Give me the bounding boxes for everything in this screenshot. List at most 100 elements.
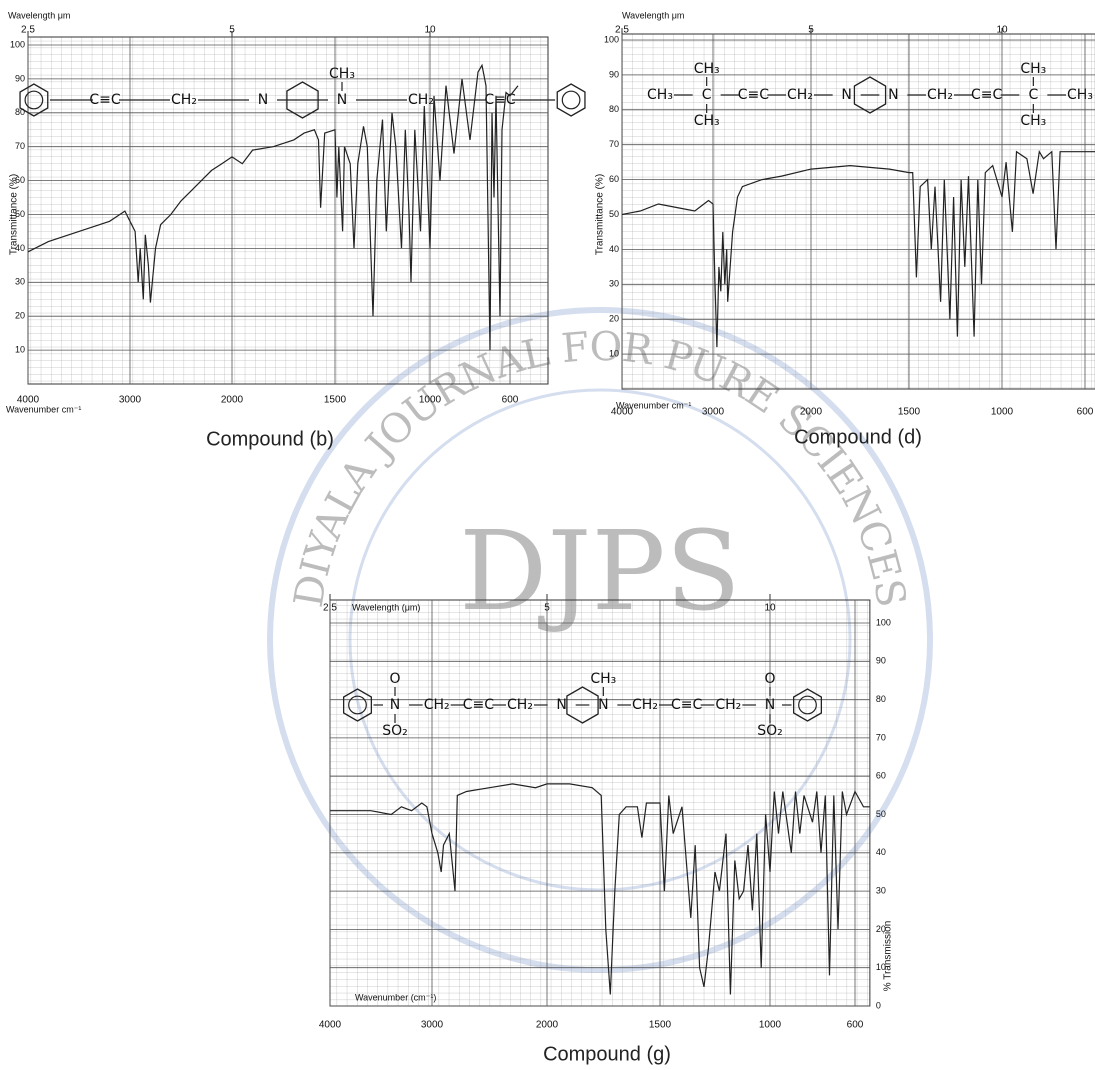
y-axis-title: % Transmission [883,921,894,992]
y-tick-label: 60 [15,175,25,185]
structure-group: C≡C [738,87,770,103]
y-tick-label: 50 [609,209,619,219]
y-tick-label: 70 [15,141,25,151]
x-tick-label: 2000 [536,1020,559,1031]
caption: Compound (d) [794,426,922,448]
structure-group: O [764,671,775,687]
x-tick-label: 2000 [221,395,244,406]
ring-inner [798,695,817,715]
x2-tick-label: 2,5 [615,25,629,36]
y-tick-label: 70 [876,732,886,742]
x-tick-label: 1500 [324,395,347,406]
structure-group: C≡C [971,87,1003,103]
x2-axis-title: Wavelength μm [622,10,684,20]
y-axis-title: Transmittance (%) [595,174,606,255]
x2-tick-label: 2.5 [323,603,337,614]
structure-group: CH₃ [647,87,673,103]
structure-group: CH₃ [329,66,355,82]
structure-group: N [765,697,775,713]
spectrum-line [27,63,519,351]
y-tick-label: 10 [876,962,886,972]
x-tick-label: 600 [502,395,519,406]
structure-group: C [1028,87,1038,103]
y-tick-label: 40 [876,847,886,857]
structure-group: SO₂ [757,723,783,739]
x-tick-label: 3000 [119,395,142,406]
x-tick-label: 1500 [649,1020,672,1031]
structure-group: CH₃ [1020,113,1046,129]
structure-group: N [888,87,898,103]
y-tick-label: 40 [15,243,25,253]
structure-group: CH₂ [927,87,953,103]
y-tick-label: 70 [609,139,619,149]
x2-tick-label: 2.5 [21,25,35,36]
caption: Compound (g) [543,1043,671,1065]
x-tick-label: 1000 [419,395,442,406]
ring-inner [348,695,367,715]
y-tick-label: 40 [609,244,619,254]
x2-tick-label: 10 [764,603,776,614]
x-tick-label: 1500 [898,407,921,418]
x-tick-label: 600 [847,1020,864,1031]
y-tick-label: 30 [876,885,886,895]
structure-group: N [598,697,608,713]
plot-grid [621,33,1095,390]
y-tick-label: 80 [609,104,619,114]
y-tick-label: 30 [609,279,619,289]
y-tick-label: 80 [15,107,25,117]
structure-group: C≡C [671,697,703,713]
x-axis-title: Wavenumber cm⁻¹ [616,400,691,410]
y-tick-label: 50 [876,809,886,819]
x-tick-label: 3000 [702,407,725,418]
y-tick-label: 20 [15,311,25,321]
plot-grid [329,599,871,1007]
structure-group: CH₂ [632,697,658,713]
y-tick-label: 30 [15,277,25,287]
ring [566,686,599,724]
x2-tick-label: 5 [229,25,235,36]
structure-group: CH₂ [408,92,434,108]
y-tick-label: 100 [604,34,619,44]
ring [556,83,586,117]
structure-group: N [337,92,347,108]
x2-tick-label: 5 [544,603,550,614]
x2-tick-label: 10 [996,25,1008,36]
structure-group: N [556,697,566,713]
x2-tick-label: 10 [424,25,436,36]
ring-inner [561,90,581,110]
structure-group: CH₃ [1067,87,1093,103]
x-tick-label: 1000 [991,407,1014,418]
structure-group: C [702,87,712,103]
spectrum-line [621,149,1095,348]
y-tick-label: 100 [876,617,891,627]
y-tick-label: 10 [609,348,619,358]
y-tick-label: 60 [876,771,886,781]
x-axis-title: Wavenumber cm⁻¹ [6,404,81,414]
y-tick-label: 60 [609,174,619,184]
caption: Compound (b) [206,428,334,450]
structure-group: CH₃ [694,61,720,77]
x-tick-label: 4000 [319,1020,342,1031]
structure-group: SO₂ [382,723,408,739]
x2-axis-title: Wavelength μm [8,10,70,20]
ring [792,688,823,722]
y-tick-label: 80 [876,694,886,704]
spectrum-line [330,783,870,995]
y-tick-label: 20 [609,314,619,324]
structure-group: CH₃ [694,113,720,129]
y-tick-label: 50 [15,209,25,219]
ring [342,688,373,722]
structure-group: N [841,87,851,103]
structure-group: CH₂ [507,697,533,713]
y-tick-label: 20 [876,924,886,934]
x-tick-label: 600 [1077,407,1094,418]
x2-tick-label: 5 [808,25,814,36]
x-tick-label: 1000 [759,1020,782,1031]
y-tick-label: 90 [609,69,619,79]
structure-group: CH₂ [715,697,741,713]
ring [19,83,49,117]
y-tick-label: 90 [15,73,25,83]
y-tick-label: 90 [876,656,886,666]
structure-group: C≡C [463,697,495,713]
structure-group: N [258,92,268,108]
